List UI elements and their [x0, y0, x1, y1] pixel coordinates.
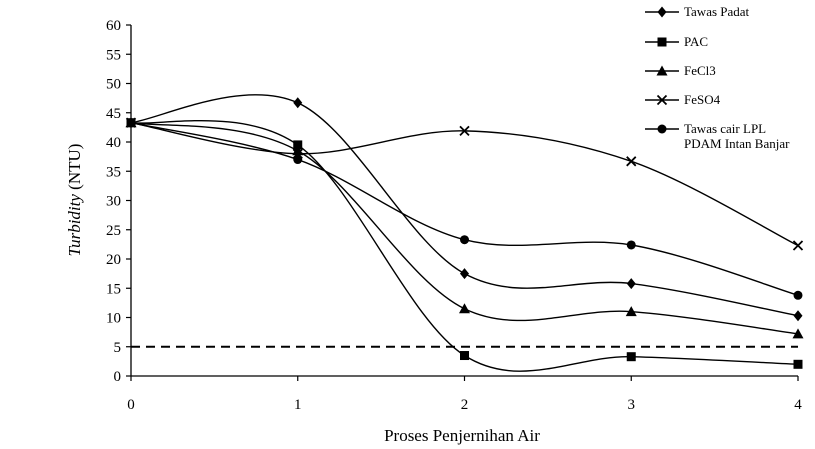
y-tick-label: 60	[106, 18, 121, 34]
data-point-diamond	[793, 310, 803, 322]
y-tick-label: 55	[106, 47, 121, 63]
data-point-triangle	[459, 303, 470, 314]
data-point-square	[626, 352, 636, 362]
legend-marker-diamond	[657, 6, 667, 18]
x-tick-label: 3	[628, 397, 636, 413]
legend-label: FeSO4	[684, 92, 721, 107]
y-tick-label: 50	[106, 77, 121, 93]
y-tick-label: 10	[106, 311, 121, 327]
data-point-triangle	[292, 145, 304, 156]
data-point-circle	[626, 240, 636, 250]
y-tick-label: 15	[106, 281, 121, 297]
legend-label: Tawas Padat	[684, 4, 750, 19]
legend: Tawas Padat PAC FeCl3 FeSO4 Tawas cair LPLPD…	[645, 4, 790, 151]
legend-marker-circle	[657, 124, 667, 134]
data-point-cross	[626, 156, 637, 167]
x-tick-label: 4	[794, 397, 802, 413]
series-line-2	[130, 119, 799, 372]
y-tick-label: 0	[114, 369, 122, 385]
data-point-circle	[126, 118, 136, 128]
x-axis-title: Proses Penjernihan Air	[384, 426, 540, 445]
data-point-diamond	[293, 97, 303, 109]
y-tick-label: 40	[106, 135, 121, 151]
data-point-triangle	[625, 306, 637, 317]
legend-label: Tawas cair LPL	[684, 121, 766, 136]
legend-marker-triangle	[656, 65, 668, 76]
legend-marker-cross	[656, 94, 668, 106]
x-axis: 0 1 2 3 4	[127, 375, 802, 413]
x-tick-label: 2	[461, 397, 469, 413]
x-tick-label: 0	[127, 397, 135, 413]
y-axis: 0 5 10 15 20 25 30 35 40 45 50 55 60	[106, 18, 132, 385]
y-axis-title: Turbidity (NTU)	[65, 144, 84, 257]
series-markers	[125, 97, 804, 369]
legend-marker-square	[657, 37, 667, 47]
data-point-circle	[793, 290, 803, 300]
series-line-3	[130, 122, 799, 335]
y-tick-label: 30	[106, 194, 121, 210]
data-point-diamond	[460, 268, 469, 280]
legend-label: FeCl3	[684, 63, 716, 78]
data-point-circle	[460, 235, 469, 245]
y-tick-label: 5	[114, 340, 122, 356]
y-tick-label: 45	[106, 106, 121, 122]
y-tick-label: 20	[106, 252, 121, 268]
data-point-cross	[792, 240, 804, 251]
data-point-diamond	[626, 278, 636, 290]
data-point-square	[293, 140, 303, 150]
legend-label: PAC	[684, 34, 708, 49]
data-point-square	[793, 359, 803, 369]
data-point-triangle	[792, 328, 804, 339]
data-point-square	[460, 351, 469, 361]
y-tick-label: 25	[106, 223, 121, 239]
data-point-cross	[459, 125, 470, 137]
x-tick-label: 1	[294, 397, 302, 413]
data-point-circle	[293, 155, 303, 165]
legend-label: PDAM Intan Banjar	[684, 136, 790, 151]
y-tick-label: 35	[106, 164, 121, 180]
